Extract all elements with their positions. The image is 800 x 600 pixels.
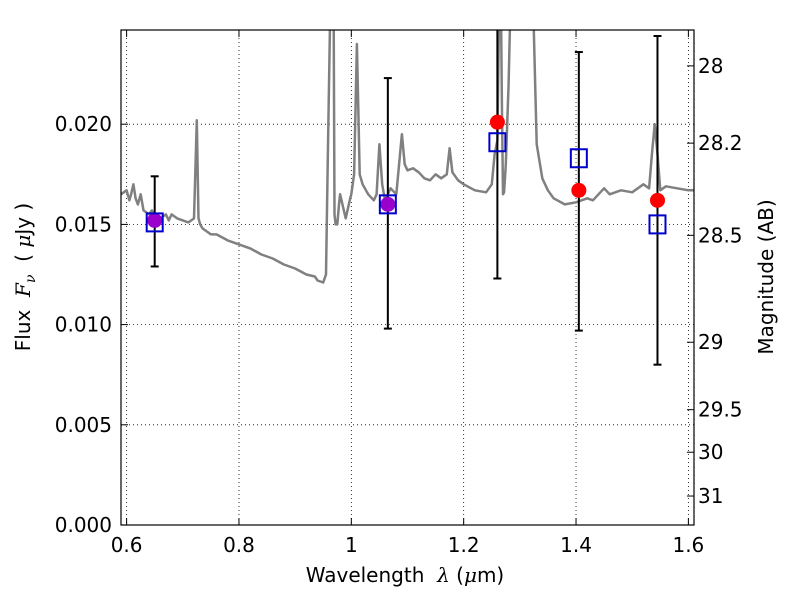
model-square [488, 132, 507, 153]
x-tick-label: 0.8 [223, 533, 255, 557]
model-square [145, 212, 164, 233]
y2-tick-label: 30 [698, 440, 723, 464]
model-square [378, 194, 397, 215]
y2-tick-label: 28 [698, 54, 723, 78]
observed-point [380, 196, 396, 212]
y2-tick-label: 28.5 [698, 223, 743, 247]
y2-tick-label: 29.5 [698, 398, 743, 422]
y-tick-label: 0.015 [55, 212, 112, 236]
x-tick-label: 1 [345, 533, 358, 557]
x-axis-label: Wavelength λ (μm) [306, 563, 505, 587]
x-tick-label: 1.6 [672, 533, 704, 557]
observed-point [147, 212, 163, 228]
model-square [648, 214, 667, 235]
observed-point [571, 182, 587, 198]
y-tick-label: 0.020 [55, 112, 112, 136]
y2-tick-label: 31 [698, 484, 723, 508]
spectrum-line [121, 30, 694, 284]
observed-point [649, 192, 665, 208]
y-axis-label: Flux Fν ( μJy ) [11, 203, 39, 351]
x-tick-label: 0.6 [111, 533, 143, 557]
marker-layer [145, 114, 667, 235]
grid-lines [121, 30, 694, 526]
y-tick-label: 0.010 [55, 313, 112, 337]
model-square [569, 148, 588, 169]
y2-axis-ticks: 28 28.2 28.5 29 29.5 30 31 [687, 54, 743, 508]
x-tick-label: 1.4 [560, 533, 592, 557]
observed-point [489, 114, 505, 130]
spectrum-layer [121, 30, 694, 284]
y2-axis-label: Magnitude (AB) [754, 199, 778, 354]
x-tick-label: 1.2 [448, 533, 480, 557]
x-axis-ticks: 0.6 0.8 1 1.2 1.4 1.6 [111, 30, 704, 557]
plot-frame [120, 29, 695, 526]
y-tick-label: 0.005 [55, 413, 112, 437]
y2-tick-label: 28.2 [698, 131, 743, 155]
y-tick-label: 0.000 [55, 513, 112, 537]
y2-tick-label: 29 [698, 330, 723, 354]
plot-background [121, 30, 694, 525]
y-axis-ticks: 0.000 0.005 0.010 0.015 0.020 [55, 112, 128, 537]
